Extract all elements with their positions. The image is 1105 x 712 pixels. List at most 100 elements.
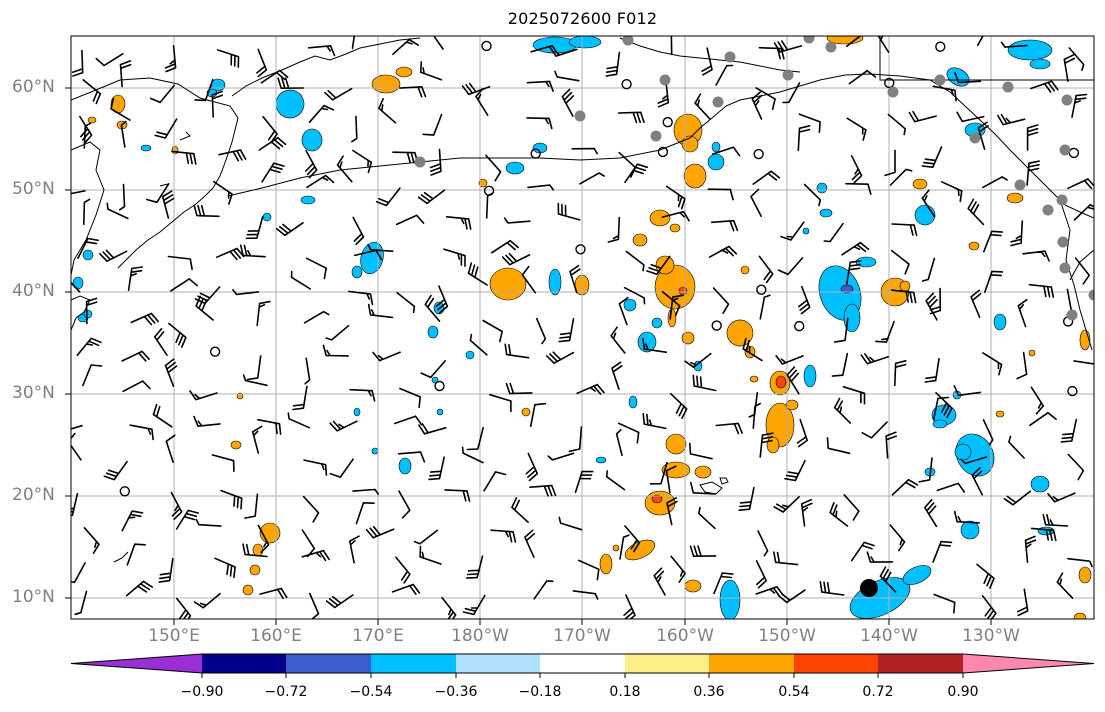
wind-barb [329,458,354,478]
shaded-region [427,325,439,339]
coastline [159,183,169,187]
wind-barb [467,262,488,286]
shaded-region [595,456,607,464]
wind-barb [850,155,863,184]
wind-barb [428,456,445,481]
wind-barb [549,46,578,57]
wind-barb [889,168,913,186]
wind-barb [1030,80,1059,93]
wind-barb [391,583,421,595]
wind-barb [577,559,600,581]
colorbar-bin [371,654,456,673]
wind-barb [445,216,472,230]
wind-barb [232,289,260,296]
wind-barb [625,250,645,272]
calm-wind-circle [756,284,767,295]
colorbar-label: 0.72 [862,684,894,700]
wind-barb [533,580,554,600]
wind-barb [848,69,877,85]
lon-label: 150°E [148,626,200,646]
wind-barb [303,310,330,324]
wind-barb [435,285,449,314]
wind-barb [617,111,645,124]
wind-barb [547,452,575,461]
shaded-region [632,233,648,247]
wind-barb [954,71,982,84]
wind-barb [490,529,517,543]
wind-barb [165,434,176,463]
wind-barb [576,383,605,395]
wind-barb [953,510,980,524]
wind-barb [982,419,994,446]
lat-label: 60°N [12,77,55,97]
lat-label: 20°N [12,485,55,505]
wind-barb [489,393,512,413]
station-dots [414,36,1094,597]
wind-barb [161,190,175,219]
lat-label: 10°N [12,587,55,607]
wind-barb [960,456,988,465]
lat-lon-gridlines [71,36,1094,619]
shaded-region [694,465,712,479]
wind-barb [524,529,536,558]
station-dot [934,74,946,86]
wind-barb [834,317,849,343]
shaded-region [912,178,928,190]
shaded-region [1073,612,1087,619]
wind-barb [110,97,131,121]
wind-barb [511,497,529,523]
wind-barb [571,147,598,155]
station-dot [887,86,899,98]
wind-barb [894,360,907,387]
wind-barb [846,260,862,285]
wind-barb [526,80,554,92]
wind-barb [884,149,896,177]
wind-barb [71,281,81,293]
wind-barb [932,540,953,563]
wind-barb [823,222,844,243]
wind-barb [889,524,906,552]
colorbar-label: −0.36 [434,684,478,700]
wind-barb [1008,435,1025,459]
wind-barb [306,174,335,189]
wind-barb [798,113,821,134]
wind-barb [424,294,441,322]
colorbar-label: 0.54 [778,684,810,700]
wind-barb [773,40,803,53]
station-dot [1042,204,1054,216]
wind-barb [891,223,918,237]
wind-barb [665,185,686,210]
station-dot [1059,262,1071,274]
coastline [227,137,691,197]
wind-barb [465,555,484,579]
wind-barb [561,88,575,117]
wind-barb [154,328,168,356]
shaded-region [711,141,721,153]
wind-barb [1063,54,1076,82]
shaded-region [505,161,525,175]
station-dot [825,41,837,53]
wind-barb [251,425,263,454]
station-dot [650,130,662,142]
station-dot [1059,144,1071,156]
wind-barb [309,592,320,619]
shaded-region [683,163,707,189]
wind-barb [925,292,938,321]
wind-barb [933,593,956,614]
wind-barb [661,210,690,222]
shaded-region [816,182,828,194]
shaded-region [968,241,980,251]
wind-barb [1060,418,1078,443]
wind-barb [149,84,175,104]
wind-barb [742,337,763,362]
wind-barb [352,216,365,246]
wind-barb [175,509,200,530]
shaded-region [775,375,787,389]
colorbar-label: −0.54 [349,684,393,700]
wind-barb [154,118,178,139]
wind-barb [752,170,781,185]
wind-barb [483,471,507,492]
lon-label: 160°W [656,626,714,646]
wind-barb [99,249,128,262]
shaded-region [252,543,264,557]
